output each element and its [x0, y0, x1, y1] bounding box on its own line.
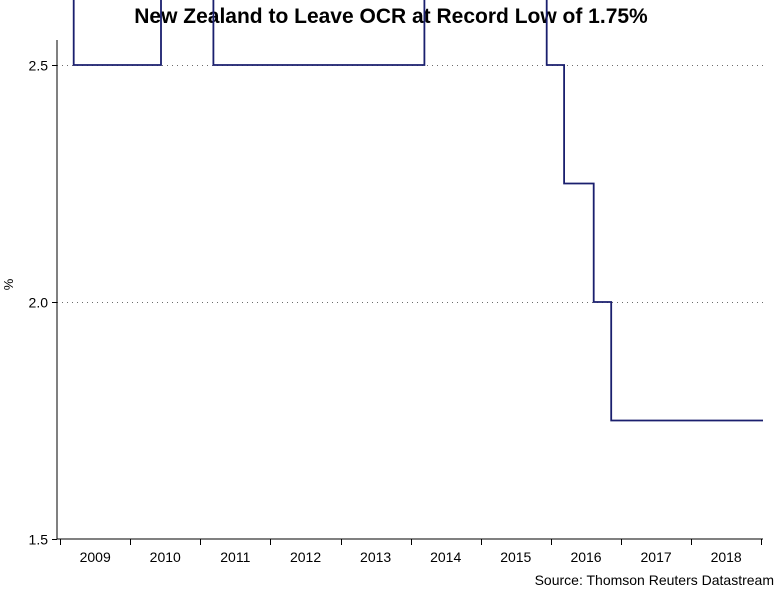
- x-ticks: 2009 2010 2011 2012 2013 2014 2015 2016 2017 2018: [60, 539, 762, 565]
- chart-title: New Zealand to Leave OCR at Record Low o…: [134, 5, 648, 28]
- x-tick-label-2018: 2018: [711, 549, 742, 565]
- y-axis-label: %: [1, 278, 16, 290]
- ocr-series-line: [72, 0, 763, 422]
- x-tick-label-2010: 2010: [150, 549, 181, 565]
- y-ticks: 1.52.02.53.03.5: [29, 58, 57, 548]
- y-tick-label-2-5: 2.5: [29, 58, 49, 74]
- x-tick-label-2016: 2016: [570, 549, 601, 565]
- x-tick-label-2009: 2009: [80, 549, 111, 565]
- source-note: Source: Thomson Reuters Datastream: [535, 572, 774, 588]
- x-tick-label-2011: 2011: [220, 549, 250, 565]
- x-tick-label-2017: 2017: [641, 549, 672, 565]
- x-tick-label-2013: 2013: [360, 549, 391, 565]
- y-tick-label-2-0: 2.0: [29, 295, 49, 311]
- x-tick-label-2014: 2014: [430, 549, 461, 565]
- x-tick-label-2012: 2012: [290, 549, 321, 565]
- y-tick-label-1-5: 1.5: [29, 532, 49, 548]
- x-tick-label-2015: 2015: [500, 549, 531, 565]
